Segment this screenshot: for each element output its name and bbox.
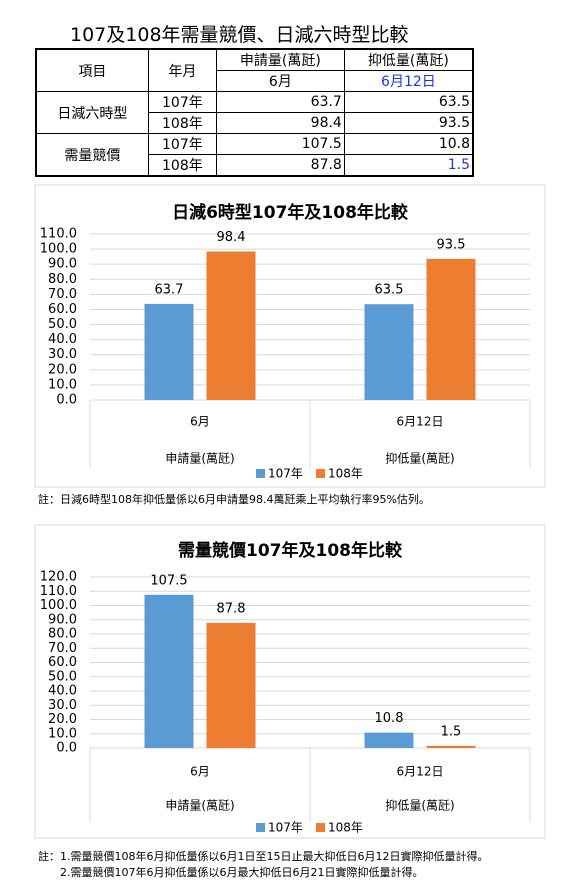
x-group-label: 申請量(萬瓩) [165, 452, 234, 466]
x-tick-label: 6月12日 [397, 765, 444, 779]
legend-swatch [316, 469, 325, 478]
year-cell: 107年 [147, 91, 217, 113]
data-label: 63.7 [155, 282, 184, 297]
year-cell: 108年 [147, 154, 217, 177]
y-tick-label: 10.0 [48, 726, 77, 741]
bar [426, 258, 476, 400]
legend-label: 107年 [268, 821, 303, 835]
bar [144, 303, 194, 400]
value-cell: 87.8 [215, 154, 345, 177]
bar [206, 251, 256, 400]
y-tick-label: 0.0 [56, 741, 77, 756]
y-tick-label: 80.0 [48, 627, 77, 642]
x-group-label: 申請量(萬瓩) [165, 799, 234, 813]
y-tick-label: 10.0 [48, 377, 77, 392]
data-label: 98.4 [217, 230, 246, 245]
value-cell: 107.5 [215, 133, 345, 155]
x-group-label: 抑低量(萬瓩) [385, 451, 454, 466]
y-tick-label: 70.0 [48, 641, 77, 656]
header-cell: 6月12日 [343, 70, 474, 92]
comparison-table: 項目 年月 申請量(萬瓩) 抑低量(萬瓩) 6月 6月12日 日減六時型 107年 63.7… [35, 48, 474, 177]
value-cell: 10.8 [343, 133, 474, 155]
y-tick-label: 70.0 [48, 287, 77, 302]
bar [364, 304, 414, 400]
y-tick-label: 100.0 [40, 598, 77, 613]
y-tick-label: 90.0 [48, 612, 77, 627]
value-cell: 63.5 [343, 91, 474, 113]
chart-frame [34, 184, 546, 488]
chart-title: 日減6時型107年及108年比較 [172, 202, 409, 223]
x-group-label: 抑低量(萬瓩) [385, 798, 454, 813]
y-tick-label: 40.0 [48, 684, 77, 699]
y-tick-label: 90.0 [48, 257, 77, 272]
y-tick-label: 50.0 [48, 669, 77, 684]
legend-label: 108年 [328, 467, 363, 481]
y-tick-label: 40.0 [48, 332, 77, 347]
note: 註：1.需量競價108年6月抑低量係以6月1日至15日止最大抑低日6月12日實際… [38, 849, 488, 863]
y-tick-label: 110.0 [40, 584, 77, 599]
bar [144, 594, 194, 748]
legend-label: 108年 [328, 821, 363, 835]
value-cell: 1.5 [343, 154, 474, 177]
y-tick-label: 20.0 [48, 362, 77, 377]
year-cell: 107年 [147, 133, 217, 155]
y-tick-label: 30.0 [48, 698, 77, 713]
bar [206, 622, 256, 748]
chart-title: 需量競價107年及108年比較 [178, 540, 403, 561]
data-label: 87.8 [217, 601, 246, 616]
y-tick-label: 60.0 [48, 302, 77, 317]
header-cell: 年月 [147, 48, 217, 92]
data-label: 10.8 [375, 711, 404, 726]
header-cell: 項目 [35, 48, 149, 92]
y-tick-label: 120.0 [40, 570, 77, 585]
y-tick-label: 80.0 [48, 272, 77, 287]
y-tick-label: 60.0 [48, 655, 77, 670]
y-tick-label: 110.0 [40, 227, 77, 242]
legend-swatch [256, 823, 265, 832]
group-cell: 需量競價 [35, 133, 149, 177]
y-tick-label: 0.0 [56, 393, 77, 408]
y-tick-label: 20.0 [48, 712, 77, 727]
data-label: 63.5 [375, 283, 404, 298]
bar [426, 745, 476, 748]
chart-frame [34, 524, 546, 839]
bar [364, 732, 414, 748]
note: 2.需量競價107年6月抑低量係以6月最大抑低日6月21日實際抑低量計得。 [60, 865, 423, 879]
year-cell: 108年 [147, 112, 217, 134]
data-label: 93.5 [437, 237, 466, 252]
y-tick-label: 100.0 [40, 242, 77, 257]
legend-label: 107年 [268, 467, 303, 481]
header-cell: 申請量(萬瓩) [215, 48, 345, 71]
data-label: 107.5 [150, 573, 187, 588]
group-cell: 日減六時型 [35, 91, 149, 134]
y-tick-label: 50.0 [48, 317, 77, 332]
page-title: 107及108年需量競價、日減六時型比較 [70, 24, 409, 46]
x-tick-label: 6月 [190, 415, 210, 429]
data-label: 1.5 [441, 724, 462, 739]
legend-swatch [256, 469, 265, 478]
note: 註：日減6時型108年抑低量係以6月申請量98.4萬瓩乘上平均執行率95%估列。 [38, 492, 430, 506]
x-tick-label: 6月12日 [397, 415, 444, 429]
legend-swatch [316, 823, 325, 832]
header-cell: 抑低量(萬瓩) [343, 48, 474, 71]
x-tick-label: 6月 [190, 765, 210, 779]
y-tick-label: 30.0 [48, 347, 77, 362]
